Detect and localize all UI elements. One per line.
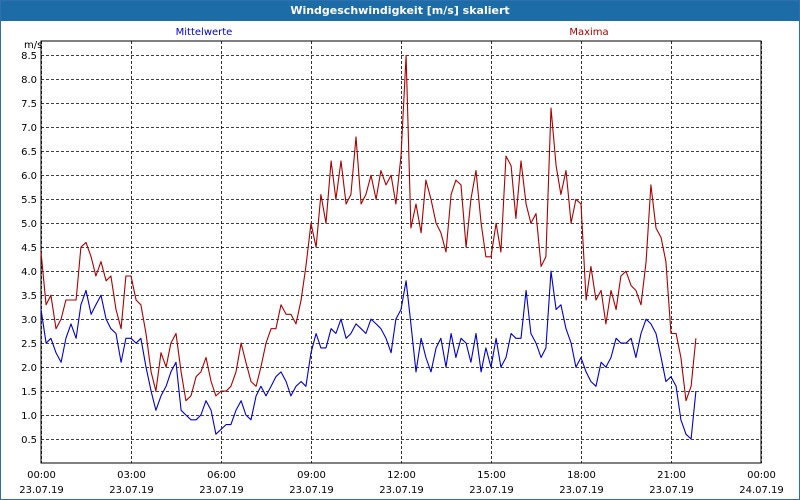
series-mittelwerte-line [40,270,697,440]
y-tick-label: 5.0 [21,219,37,230]
x-axis: 00:00 23.07.19 03:00 23.07.19 06:00 23.07.19 0… [19,470,784,496]
series-maxima-line [40,54,697,402]
x-tick-date: 23.07.19 [109,485,154,496]
x-tick-time: 00:00 [747,470,776,481]
x-tick-time: 09:00 [297,470,326,481]
x-tick-time: 21:00 [657,470,686,481]
y-tick-label: 7.0 [21,123,37,134]
x-tick-time: 00:00 [27,470,56,481]
x-tick-date: 23.07.19 [559,485,604,496]
plot-area [40,40,762,464]
y-tick-label: 8.5 [21,51,37,62]
y-tick-label: 2.5 [21,339,37,350]
x-tick-date: 23.07.19 [649,485,694,496]
y-axis: 0.5 1.0 1.5 2.0 2.5 3.0 3.5 4.0 4.5 5.0 5.5 6.0 6.5 7… [21,51,37,446]
x-tick-date: 23.07.19 [379,485,424,496]
chart-series [40,54,697,440]
y-tick-label: 1.5 [21,387,37,398]
x-tick-date: 23.07.19 [289,485,334,496]
y-tick-label: 4.5 [21,243,37,254]
x-tick-date: 23.07.19 [199,485,244,496]
x-tick-time: 12:00 [387,470,416,481]
x-tick-time: 18:00 [567,470,596,481]
y-axis-label: m/s [24,40,42,51]
window-title: Windgeschwindigkeit [m/s] skaliert [1,1,799,21]
chart-grid [40,40,762,464]
x-tick-time: 06:00 [207,470,236,481]
y-tick-label: 5.5 [21,195,37,206]
y-tick-label: 3.0 [21,315,37,326]
x-tick-time: 03:00 [117,470,146,481]
legend-maxima: Maxima [569,27,608,38]
y-tick-label: 0.5 [21,435,37,446]
y-tick-label: 4.0 [21,267,37,278]
x-tick-date: 23.07.19 [469,485,514,496]
y-tick-label: 3.5 [21,291,37,302]
x-tick-date: 24.07.19 [739,485,784,496]
y-tick-label: 7.5 [21,99,37,110]
legend-mittelwerte: Mittelwerte [176,27,233,38]
y-tick-label: 6.0 [21,171,37,182]
y-tick-label: 6.5 [21,147,37,158]
y-tick-label: 1.0 [21,411,37,422]
x-tick-date: 23.07.19 [19,485,64,496]
y-tick-label: 2.0 [21,363,37,374]
y-tick-label: 8.0 [21,75,37,86]
x-tick-time: 15:00 [477,470,506,481]
